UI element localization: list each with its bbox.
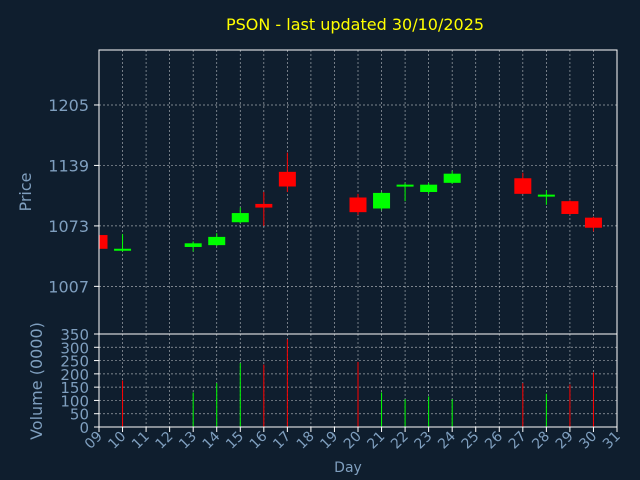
day-tick-label: 13 (176, 429, 200, 453)
candle-body (184, 243, 202, 247)
candle-body (255, 203, 273, 208)
candle-body (349, 197, 367, 213)
price-tick-label: 1073 (48, 217, 89, 236)
day-tick-label: 14 (200, 428, 224, 452)
price-axis-label: Price (16, 172, 35, 211)
volume-tick-label: 250 (60, 353, 89, 371)
day-tick-label: 22 (388, 429, 412, 453)
candle-body (584, 217, 602, 228)
day-tick-label: 17 (270, 429, 294, 453)
price-panel: 1007 1073 1139 1205 (48, 49, 618, 335)
day-tick-label: 10 (105, 429, 129, 453)
day-tick-label: 11 (129, 429, 153, 453)
volume-axis-label: Volume (0000) (27, 322, 46, 440)
candle-body (278, 171, 296, 187)
day-tick-label: 28 (529, 429, 553, 453)
volume-tick-label: 50 (70, 406, 89, 424)
price-tick-label: 1205 (48, 96, 89, 115)
day-tick-label: 31 (600, 429, 624, 453)
volume-tick-label: 200 (60, 366, 89, 384)
volume-tick-label: 100 (60, 392, 89, 410)
day-tick-label: 19 (317, 429, 341, 453)
day-tick-label: 16 (247, 428, 271, 452)
day-tick-label: 24 (435, 428, 459, 452)
day-tick-label: 21 (364, 429, 388, 453)
volume-tick-label: 0 (79, 419, 89, 437)
candle-body (99, 235, 108, 249)
day-tick-label: 12 (153, 429, 177, 453)
candle-body (208, 236, 226, 246)
day-tick-label: 27 (506, 429, 530, 453)
day-axis-label: Day (334, 460, 362, 476)
day-tick-label: 23 (412, 429, 436, 453)
volume-tick-label: 350 (60, 326, 89, 344)
volume-tick-label: 300 (60, 339, 89, 357)
day-tick-label: 18 (294, 429, 318, 453)
candle-body (231, 213, 249, 223)
candle-body (561, 201, 579, 214)
candle-body (420, 184, 438, 192)
day-tick-label: 20 (341, 429, 365, 453)
candle-body (443, 173, 461, 183)
price-tick-label: 1139 (48, 156, 89, 175)
price-tick-label: 1007 (48, 277, 89, 296)
volume-tick-label: 150 (60, 379, 89, 397)
chart-title: PSON - last updated 30/10/2025 (226, 15, 484, 34)
day-tick-label: 30 (576, 429, 600, 453)
candle-body (373, 192, 391, 209)
day-tick-label: 26 (482, 428, 506, 452)
day-tick-label: 29 (553, 429, 577, 453)
day-tick-label: 15 (223, 429, 247, 453)
candle-body (514, 178, 532, 194)
day-tick-label: 25 (459, 429, 483, 453)
